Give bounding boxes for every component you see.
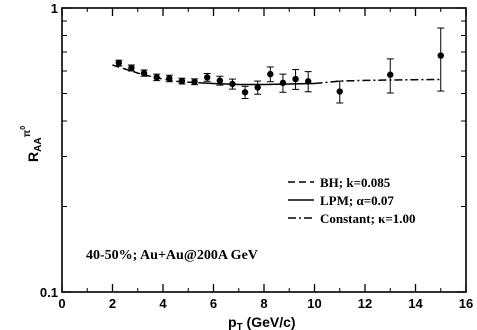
x-tick-label: 8	[260, 296, 267, 311]
data-point	[241, 89, 249, 96]
legend-label-constant: Constant; κ=1.00	[320, 211, 416, 226]
y-axis-title-sup2: 0	[20, 126, 27, 130]
data-points	[115, 27, 445, 104]
x-tick-label: 6	[210, 296, 217, 311]
x-tick-label: 2	[109, 296, 116, 311]
data-point	[229, 80, 236, 88]
data-point	[178, 77, 186, 85]
data-point	[336, 88, 343, 95]
curve-dashdot	[314, 78, 441, 85]
axis-ticks: 0 2 4 6 8 10 12 14 16 0.1 1	[40, 1, 473, 311]
y-tick-label: 0.1	[40, 285, 58, 300]
y-axis-title: RAAπ0	[20, 126, 44, 162]
x-tick-label: 14	[408, 296, 423, 311]
x-axis-title: pT (GeV/c)	[228, 314, 296, 330]
data-point	[254, 84, 261, 91]
x-axis-title-unit: (GeV/c)	[243, 314, 296, 330]
curve-solid	[200, 82, 315, 86]
data-point	[140, 69, 148, 77]
data-point	[203, 74, 211, 81]
data-point	[292, 75, 299, 83]
data-point	[115, 59, 123, 67]
data-point	[267, 70, 274, 78]
svg-text:pT (GeV/c): pT (GeV/c)	[228, 314, 296, 330]
x-axis-title-main: p	[228, 314, 237, 330]
data-point	[387, 71, 394, 78]
data-point	[437, 52, 444, 59]
x-tick-label: 0	[58, 296, 65, 311]
svg-text:RAAπ0: RAAπ0	[20, 126, 44, 162]
data-point	[153, 74, 160, 81]
y-tick-label: 1	[51, 1, 58, 16]
x-tick-label: 16	[459, 296, 473, 311]
y-axis-title-sub: AA	[33, 137, 44, 151]
data-point	[128, 64, 135, 72]
y-axis-title-sup: π	[22, 129, 33, 137]
x-axis-title-sub: T	[237, 322, 243, 330]
x-tick-label: 10	[307, 296, 321, 311]
x-tick-label: 12	[358, 296, 372, 311]
data-point	[279, 79, 287, 87]
legend-label-lpm: LPM; α=0.07	[320, 193, 394, 208]
centrality-annotation: 40-50%; Au+Au@200A GeV	[86, 248, 258, 263]
legend-label-bh: BH; k=0.085	[320, 175, 391, 190]
data-point	[191, 78, 198, 85]
data-point	[166, 75, 173, 82]
x-tick-label: 4	[159, 296, 167, 311]
y-axis-title-main: R	[25, 152, 41, 162]
legend: BH; k=0.085 LPM; α=0.07 Constant; κ=1.00	[288, 175, 416, 226]
data-point	[304, 78, 312, 85]
data-point	[216, 77, 224, 84]
